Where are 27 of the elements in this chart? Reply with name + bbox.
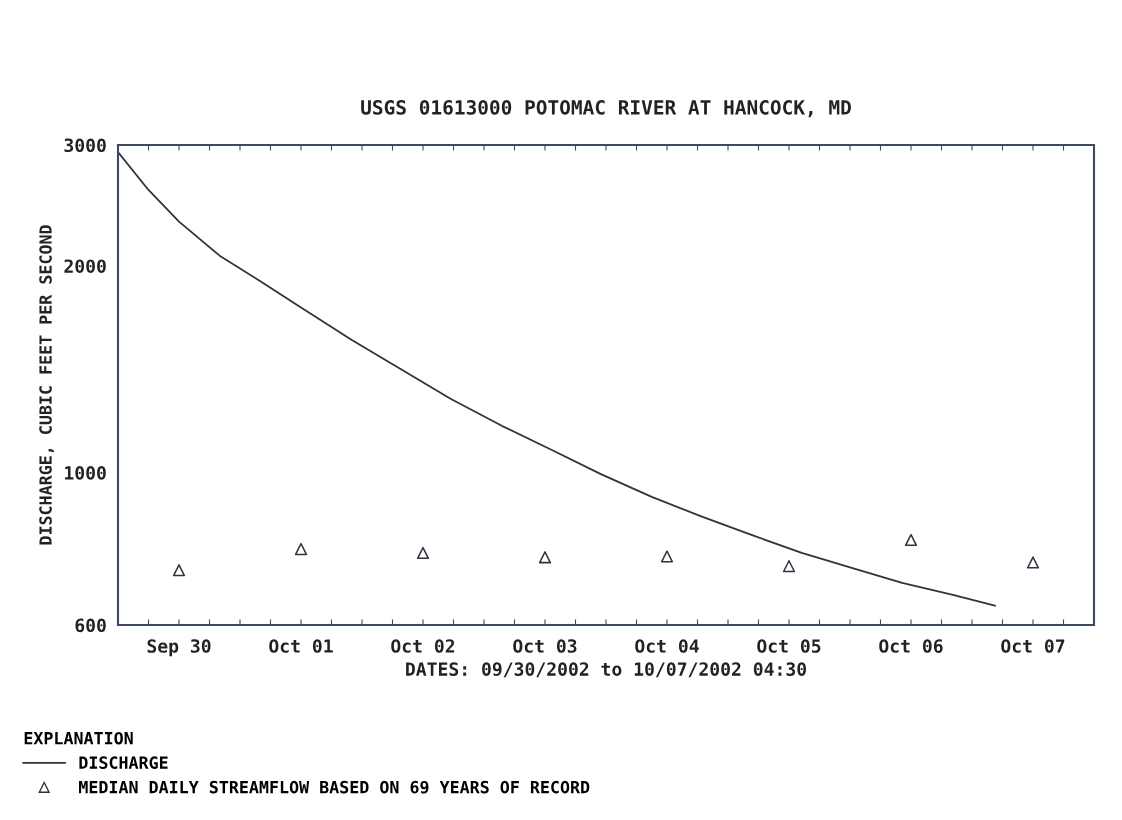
y-tick-label: 2000 <box>64 259 106 274</box>
x-tick-label: Oct 03 <box>513 639 577 653</box>
y-tick-label: 1000 <box>65 466 106 480</box>
point <box>904 533 918 547</box>
chart-title: USGS 01613000 POTOMAC RIVER AT HANCOCK, MD <box>361 100 851 118</box>
x-tick-label: Oct 01 <box>269 639 333 653</box>
x-tick-label: Oct 04 <box>635 639 699 653</box>
y-tick-label: 600 <box>75 618 106 633</box>
x-tick-label: Oct 05 <box>757 639 821 653</box>
legend-label: MEDIAN DAILY STREAMFLOW BASED ON 69 YEARS OF RECORD <box>79 780 590 794</box>
x-tick-label: Oct 02 <box>391 639 455 653</box>
y-tick-label: 3000 <box>64 138 106 153</box>
point <box>782 559 796 573</box>
x-tick-label: Oct 07 <box>1001 639 1065 653</box>
point <box>416 546 430 560</box>
x-axis-title: DATES: 09/30/2002 to 10/07/2002 04:30 <box>406 662 807 678</box>
point <box>660 550 674 563</box>
y-axis-title: DISCHARGE, CUBIC FEET PER SECOND <box>39 225 54 545</box>
point <box>294 542 308 556</box>
line-series <box>118 151 996 607</box>
x-tick-label: Sep 30 <box>147 639 211 657</box>
point <box>1026 556 1040 569</box>
point <box>538 551 552 564</box>
x-tick-label: Oct 06 <box>879 639 943 653</box>
legend-title: EXPLANATION <box>24 731 133 745</box>
legend-label: DISCHARGE <box>79 756 168 769</box>
point <box>172 564 186 577</box>
